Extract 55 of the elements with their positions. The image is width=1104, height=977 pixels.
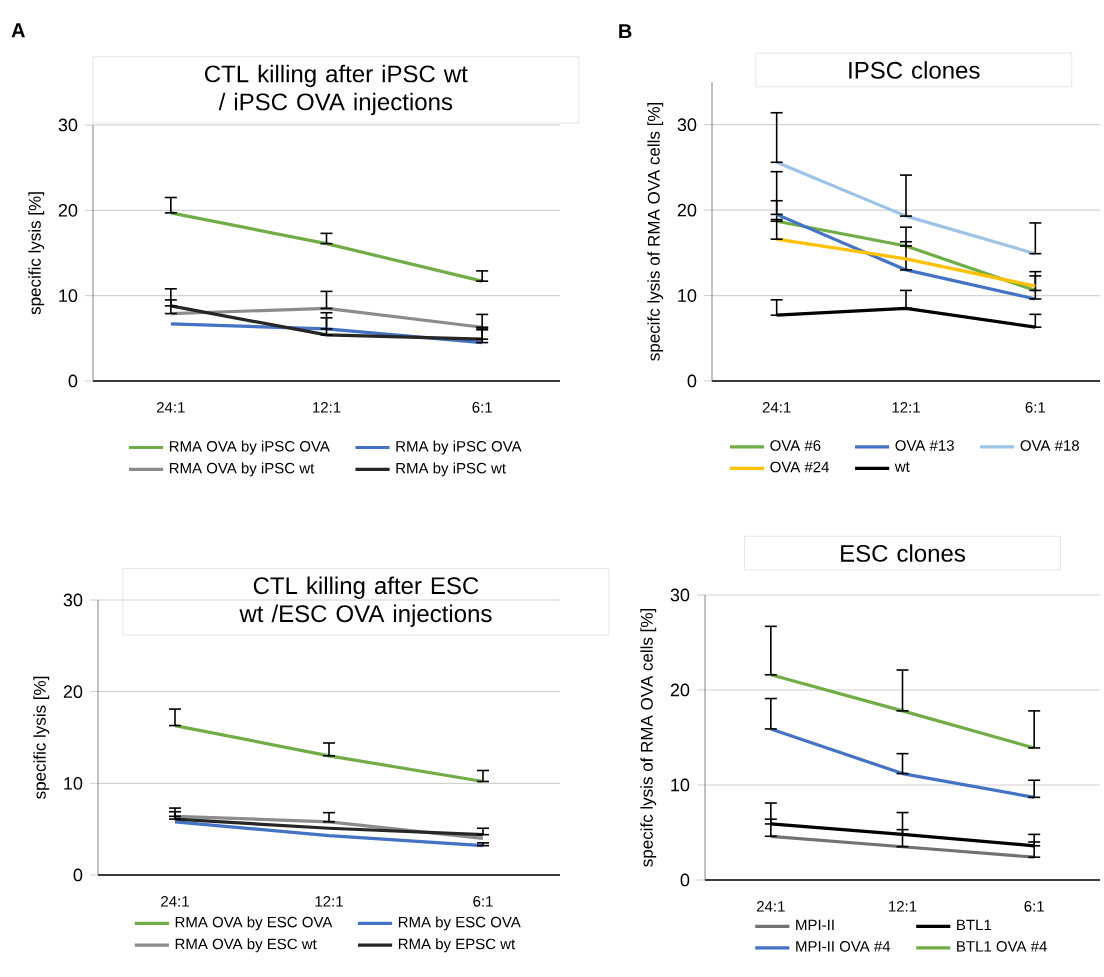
y-tick-label: 10 bbox=[59, 289, 78, 303]
y-tick-label: 0 bbox=[73, 868, 83, 882]
y-axis-title: specifc lysis of RMA OVA cells [%] bbox=[647, 102, 664, 361]
chart-title: ESC clones bbox=[841, 544, 965, 562]
legend-label: OVA #24 bbox=[770, 461, 829, 473]
legend-label: RMA OVA by ESC wt bbox=[175, 938, 317, 953]
y-tick-label: 20 bbox=[58, 203, 78, 217]
y-tick-label: 20 bbox=[63, 685, 83, 699]
legend-label: RMA by EPSC wt bbox=[398, 938, 516, 953]
legend-label: RMA by iPSC OVA bbox=[396, 440, 522, 455]
y-tick-label: 10 bbox=[671, 778, 690, 792]
y-tick-label: 30 bbox=[677, 118, 697, 132]
x-tick-label: 24:1 bbox=[161, 896, 189, 907]
y-tick-label: 0 bbox=[68, 374, 78, 388]
legend-label: RMA OVA by iPSC OVA bbox=[169, 440, 330, 455]
x-tick-label: 24:1 bbox=[762, 402, 791, 413]
y-tick-label: 0 bbox=[680, 873, 690, 887]
legend-label: OVA #13 bbox=[895, 440, 954, 451]
x-tick-label: 12:1 bbox=[313, 402, 341, 413]
legend-label: wt bbox=[894, 462, 910, 472]
text: A bbox=[11, 23, 25, 38]
x-tick-label: 24:1 bbox=[756, 901, 785, 912]
x-tick-label: 6:1 bbox=[472, 402, 492, 413]
x-tick-label: 6:1 bbox=[1024, 901, 1044, 912]
x-tick-label: 6:1 bbox=[1025, 402, 1046, 413]
chart-title: IPSC clones bbox=[849, 61, 980, 79]
x-tick-label: 12:1 bbox=[315, 896, 343, 907]
y-tick-label: 0 bbox=[687, 374, 697, 388]
legend-label: RMA OVA by ESC OVA bbox=[175, 916, 333, 931]
legend-label: RMA OVA by iPSC wt bbox=[169, 462, 315, 477]
legend-label: BTL1 OVA #4 bbox=[957, 941, 1047, 952]
y-axis-title: specific lysis [%] bbox=[33, 676, 50, 799]
x-tick-label: 12:1 bbox=[889, 901, 917, 912]
chart-title: CTL killing after iPSC wt / iPSC OVA injections bbox=[205, 64, 468, 116]
legend-label: OVA #18 bbox=[1020, 440, 1079, 451]
text: B bbox=[619, 24, 632, 39]
y-tick-label: 10 bbox=[64, 776, 83, 790]
legend-label: RMA by ESC OVA bbox=[398, 916, 521, 931]
legend-label: RMA by iPSC wt bbox=[396, 462, 506, 477]
y-tick-label: 30 bbox=[58, 118, 78, 132]
y-tick-label: 30 bbox=[670, 588, 690, 602]
legend-label: BTL1 bbox=[957, 919, 992, 931]
x-tick-label: 12:1 bbox=[892, 402, 920, 413]
legend-label: MPI-II bbox=[796, 919, 834, 931]
y-tick-label: 20 bbox=[677, 203, 697, 217]
x-tick-label: 24:1 bbox=[156, 402, 185, 413]
chart-title: CTL killing after ESC wt /ESC OVA injections bbox=[239, 576, 492, 627]
y-tick-label: 10 bbox=[678, 289, 697, 302]
x-tick-label: 6:1 bbox=[473, 896, 493, 907]
legend-label: OVA #6 bbox=[770, 440, 821, 451]
y-tick-label: 20 bbox=[670, 683, 690, 697]
y-axis-title: specifc lysis of RMA OVA cells [%] bbox=[640, 609, 657, 867]
y-tick-label: 30 bbox=[63, 593, 83, 607]
y-axis-title: specific lysis [%] bbox=[28, 192, 45, 315]
legend-label: MPI-II OVA #4 bbox=[796, 941, 891, 952]
